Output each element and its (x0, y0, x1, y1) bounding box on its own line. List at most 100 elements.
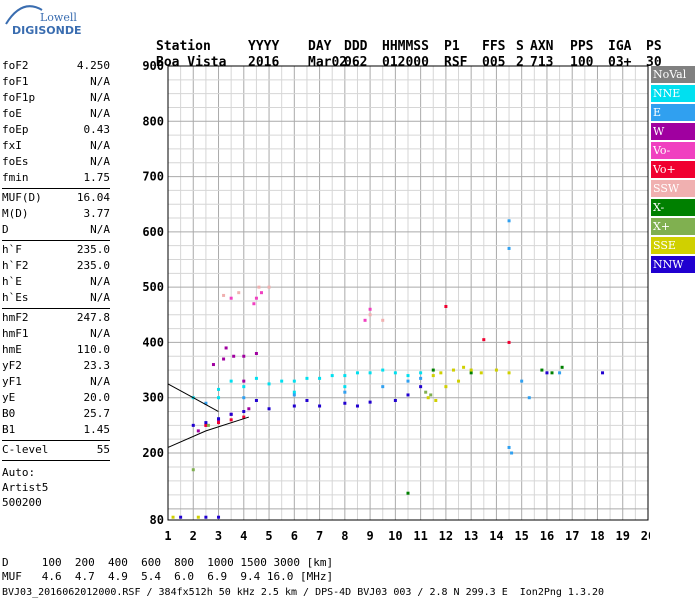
echo-point-w (211, 363, 215, 367)
echo-point-sse (196, 515, 200, 519)
legend-entry: X+ (651, 218, 695, 235)
logo-line2: DIGISONDE (12, 24, 82, 37)
echo-point-w (247, 407, 251, 411)
echo-point-sse (507, 371, 511, 375)
x-tick-label: 9 (366, 529, 373, 543)
echo-point-ssw (222, 293, 226, 297)
y-tick-label: 800 (142, 114, 164, 128)
parameter-row: h`E N/A (2, 274, 110, 290)
parameter-value: 4.250 (76, 59, 110, 72)
echo-point-w (254, 351, 258, 355)
parameter-name: hmE (2, 343, 22, 356)
parameter-value: 0.43 (83, 123, 111, 136)
parameter-name: M(D) (2, 207, 29, 220)
legend-entry: Vo- (651, 142, 695, 159)
parameter-row: hmE 110.0 (2, 342, 110, 358)
parameter-name: B1 (2, 423, 16, 436)
x-tick-label: 4 (240, 529, 247, 543)
echo-point-nne (242, 385, 246, 389)
parameter-row: h`Es N/A (2, 290, 110, 306)
parameter-name: hmF1 (2, 327, 29, 340)
parameter-value: 110.0 (76, 343, 110, 356)
echo-point-nne (254, 376, 258, 380)
parameter-name: foEs (2, 155, 29, 168)
echo-point-nne (217, 387, 221, 391)
echo-point-nne (292, 379, 296, 383)
parameter-row: hmF2 247.8 (2, 310, 110, 326)
echo-point-sse (171, 515, 175, 519)
echo-point-w (224, 346, 228, 350)
x-tick-label: 13 (464, 529, 478, 543)
echo-point-nnw (292, 404, 296, 408)
parameter-row: h`F2 235.0 (2, 258, 110, 274)
echo-point-vo- (507, 340, 511, 344)
parameter-value: 20.0 (83, 391, 111, 404)
echo-point-e (558, 371, 562, 375)
echo-point-e (406, 379, 410, 383)
echo-point-nne (419, 371, 423, 375)
echo-point-nnw (267, 407, 271, 411)
parameter-name: fmin (2, 171, 29, 184)
echo-point-nne (267, 382, 271, 386)
parameter-value: N/A (90, 75, 110, 88)
echo-point-nnw (229, 412, 233, 416)
echo-point-sse (469, 368, 473, 372)
parameter-row: foE N/A (2, 106, 110, 122)
header-label: YYYY (248, 39, 279, 54)
parameter-value: N/A (90, 223, 110, 236)
x-tick-label: 20 (641, 529, 650, 543)
echo-point-e (527, 396, 531, 400)
x-tick-label: 14 (489, 529, 503, 543)
parameter-name: yF2 (2, 359, 22, 372)
parameter-row: fxI N/A (2, 138, 110, 154)
echo-point-nnw (217, 417, 221, 421)
echo-point-nnw (355, 404, 359, 408)
echo-point-vo- (229, 418, 233, 422)
x-tick-label: 2 (190, 529, 197, 543)
parameter-name: yE (2, 391, 16, 404)
parameter-value: 23.3 (83, 359, 111, 372)
echo-points (171, 219, 605, 519)
header-label: Station (156, 39, 211, 54)
parameter-row: foF1 N/A (2, 74, 110, 90)
echo-point-x- (550, 371, 554, 375)
echo-point-ssw (237, 291, 241, 295)
echo-point-nnw (393, 398, 397, 402)
legend-entry: Vo+ (651, 161, 695, 178)
echo-point-vo- (242, 415, 246, 419)
echo-point-sse (431, 374, 435, 378)
echo-point-e (507, 246, 511, 250)
x-axis-tick-labels: 1234567891011121314151617181920 (164, 529, 650, 543)
autoscaling-info: Auto: Artist5 500200 (2, 465, 110, 510)
x-tick-label: 19 (616, 529, 630, 543)
parameter-name: h`F (2, 243, 22, 256)
y-axis-tick-labels: 80 200 300 400 500 600 700 800 900 (142, 59, 164, 527)
echo-point-x- (469, 371, 473, 375)
echo-point-e (507, 219, 511, 223)
legend-entry: NNW (651, 256, 695, 273)
echo-point-sse (451, 368, 455, 372)
echo-point-sse (444, 385, 448, 389)
header-label: FFS (482, 39, 506, 54)
echo-point-nne (318, 376, 322, 380)
y-tick-label: 500 (142, 280, 164, 294)
ionogram-parameters-panel: foF2 4.250 foF1 N/A foF1p N/A foE N/A foEp 0.43 fx… (2, 58, 110, 510)
parameter-value: 3.77 (83, 207, 111, 220)
echo-point-nne (355, 371, 359, 375)
parameter-row: h`F 235.0 (2, 242, 110, 258)
echo-point-sse (494, 368, 498, 372)
echo-point-e (242, 396, 246, 400)
echo-point-x- (560, 365, 564, 369)
legend-entry: E (651, 104, 695, 121)
lowell-digisonde-logo: Lowell DIGISONDE (0, 0, 140, 40)
y-tick-label: 300 (142, 391, 164, 405)
echo-point-e (343, 390, 347, 394)
parameter-value: 235.0 (76, 243, 110, 256)
header-value: 2 (516, 55, 524, 70)
parameter-row: MUF(D) 16.04 (2, 190, 110, 206)
echo-point-e (507, 445, 511, 449)
echo-point-nnw (217, 515, 221, 519)
echo-point-e (292, 393, 296, 397)
legend-entry: NNE (651, 85, 695, 102)
